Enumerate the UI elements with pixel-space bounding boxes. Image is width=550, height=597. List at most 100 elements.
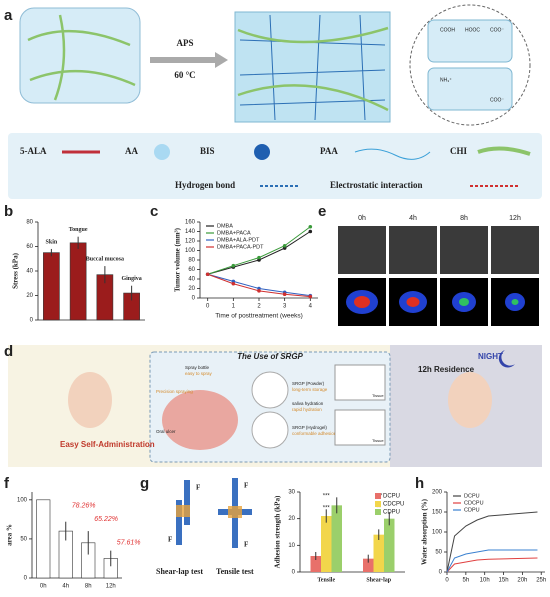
y-tick-label: 0	[192, 296, 196, 302]
d-note: SRGP (Powder)	[292, 381, 325, 386]
x-tick-label: 20h	[517, 578, 527, 584]
time-label: 0h	[358, 215, 366, 222]
series-line	[446, 549, 538, 573]
condition: 60 °C	[174, 70, 195, 80]
legend-label: DCPU	[464, 493, 480, 499]
y-tick-label: 50	[435, 550, 442, 556]
strip	[184, 480, 190, 525]
d-note: Oral ulcer	[156, 429, 176, 434]
strip	[176, 500, 182, 545]
marker	[205, 272, 210, 277]
group: COO⁻	[490, 27, 504, 33]
y-axis-label: area %	[6, 524, 14, 546]
x-tick-label: 25h	[536, 578, 546, 584]
y-tick-label: 30	[288, 490, 295, 496]
marker	[282, 292, 287, 297]
y-tick-label: 100	[17, 497, 28, 503]
legend-label: BIS	[200, 146, 215, 156]
adhesive	[176, 505, 190, 517]
bar	[69, 242, 87, 321]
time-label: 8h	[460, 215, 468, 222]
y-tick-label: 80	[26, 220, 33, 226]
adhesive	[228, 506, 242, 518]
head	[448, 372, 492, 428]
bar	[36, 499, 51, 579]
marker	[231, 281, 236, 286]
photo	[440, 226, 488, 274]
legend-label: PAA	[320, 146, 338, 156]
y-tick-label: 20	[26, 293, 33, 299]
force: F	[168, 536, 172, 544]
x-tick-label: 10h	[480, 578, 490, 584]
y-tick-label: 200	[432, 490, 443, 496]
chi-strands	[237, 26, 389, 112]
y-tick-label: 40	[188, 277, 195, 283]
marker	[308, 224, 313, 229]
legend-label: AA	[125, 146, 138, 156]
d-note: easy to spray	[185, 371, 213, 376]
powder-circle	[251, 371, 289, 409]
bar	[321, 516, 332, 572]
bar	[384, 518, 395, 572]
bis-icon	[254, 144, 270, 160]
d-note: Tissue	[372, 393, 384, 398]
inset	[427, 19, 513, 63]
mouth	[162, 390, 238, 450]
x-tick-label: 0	[206, 304, 210, 310]
category-label: Tongue	[69, 227, 88, 233]
force: F	[244, 482, 248, 490]
y-tick-label: 50	[20, 536, 27, 542]
x-tick-label: 5h	[463, 578, 470, 584]
marker	[308, 229, 313, 234]
paa-icon	[354, 148, 431, 160]
d-note: rapid hydration	[292, 407, 322, 412]
x-tick-label: Tensile	[317, 577, 335, 583]
d-label: NIGHT	[478, 352, 503, 361]
y-tick-label: 20	[288, 516, 295, 522]
category-label: Gingiva	[121, 276, 141, 282]
d-note: SRGP (Hydrogel)	[292, 425, 327, 430]
significance: **	[376, 506, 381, 512]
d-note: conformable adhesion	[292, 431, 337, 436]
y-axis-label: Water absorption (%)	[421, 498, 429, 565]
group: COO⁻	[490, 97, 504, 103]
bar	[363, 558, 374, 572]
y-tick-label: 0	[439, 570, 443, 576]
d-note: saliva hydration	[292, 401, 324, 406]
category-label: Skin	[46, 239, 58, 245]
y-tick-label: 60	[26, 244, 33, 250]
category-label: Buccal mucosa	[86, 256, 124, 262]
d-note: Tissue	[372, 438, 384, 443]
bar	[331, 505, 342, 572]
y-tick-label: 160	[185, 220, 196, 226]
marker	[257, 289, 261, 293]
annotation: 65.22%	[94, 516, 118, 523]
x-tick-label: 15h	[499, 578, 509, 584]
y-tick-label: 150	[432, 510, 443, 516]
force: F	[196, 484, 200, 492]
legend-label: CDPU	[383, 510, 400, 516]
bar	[373, 534, 384, 572]
y-tick-label: 0	[24, 576, 28, 582]
legend-label: CDCPU	[464, 500, 484, 506]
d-note: Spray bottle	[185, 365, 210, 370]
chi-icon	[477, 146, 531, 156]
group: COOH	[440, 27, 455, 33]
gel-box	[19, 7, 141, 104]
y-tick-label: 80	[188, 258, 195, 264]
x-tick-label: 3	[283, 304, 287, 310]
legend-label: 5-ALA	[20, 146, 47, 156]
bond-label: Electrostatic interaction	[330, 180, 423, 190]
legend-swatch	[375, 493, 381, 499]
marker	[257, 255, 261, 260]
time-label: 12h	[509, 215, 521, 222]
y-tick-label: 0	[292, 570, 296, 576]
d-note: Precision spraying	[156, 389, 193, 394]
group: HOOC	[465, 27, 480, 33]
chi-strands	[27, 14, 136, 101]
inset	[427, 67, 513, 111]
group: NH₃⁺	[440, 77, 452, 83]
panel-label: g	[140, 475, 149, 492]
y-tick-label: 20	[188, 286, 195, 292]
annotation: 78.26%	[72, 503, 96, 510]
